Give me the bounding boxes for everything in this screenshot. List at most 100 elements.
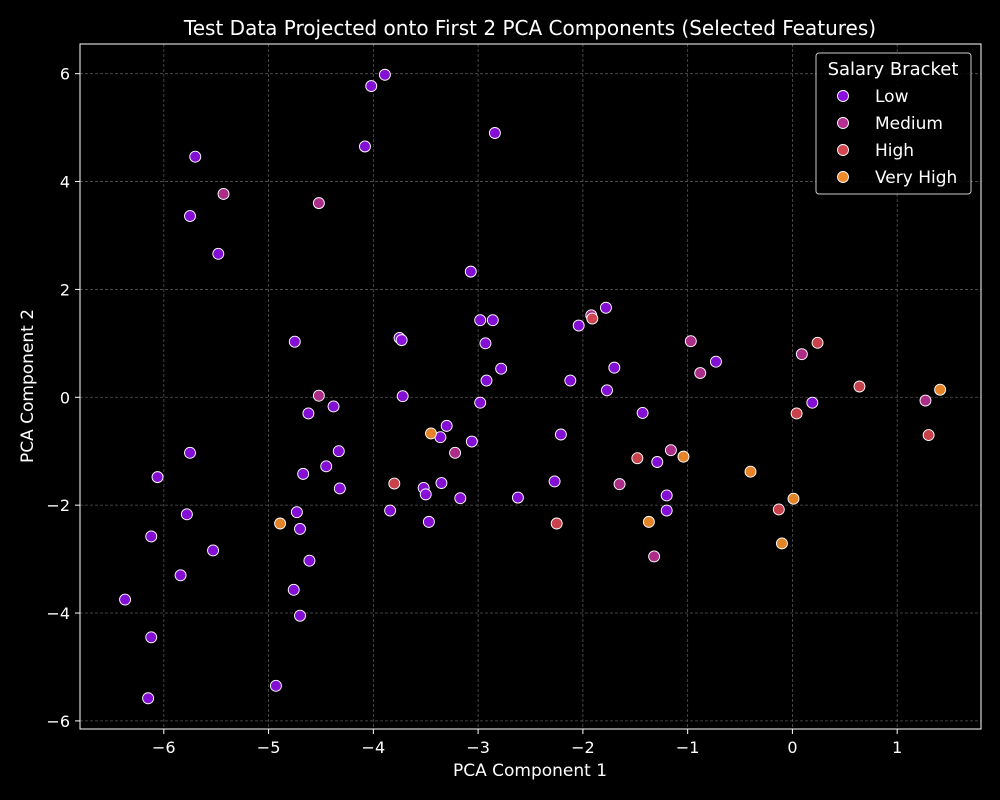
legend-marker <box>837 90 849 102</box>
data-point <box>660 504 673 517</box>
data-point <box>694 367 707 379</box>
grid-lines <box>80 44 981 729</box>
data-point <box>511 491 524 504</box>
data-point <box>180 508 193 521</box>
data-point <box>294 609 306 622</box>
plot-frame <box>79 43 982 730</box>
legend-items: Low Medium High Very High <box>837 87 957 188</box>
data-point <box>287 583 300 596</box>
data-point <box>684 335 697 348</box>
data-point <box>601 384 613 397</box>
data-point <box>151 471 164 484</box>
data-point <box>474 396 487 409</box>
legend: Salary Bracket Low Medium High Very High <box>815 52 972 195</box>
data-point <box>480 374 493 387</box>
data-point <box>660 489 673 502</box>
data-point <box>269 679 282 692</box>
legend-label: Very High <box>875 168 957 188</box>
data-point <box>790 407 803 420</box>
legend-label: High <box>875 141 914 161</box>
data-point <box>474 314 487 327</box>
data-point <box>613 478 626 491</box>
data-point <box>642 515 655 528</box>
data-point <box>465 435 478 448</box>
x-axis-label: PCA Component 1 <box>453 761 607 781</box>
y-tick-label: −6 <box>46 712 70 731</box>
data-point <box>572 319 585 332</box>
legend-item: Low <box>837 87 909 107</box>
x-tick-label: −4 <box>362 738 386 757</box>
y-tick-label: 0 <box>60 388 70 407</box>
data-point <box>631 452 644 465</box>
data-point <box>189 150 202 163</box>
y-tick-label: 6 <box>60 65 70 84</box>
data-point <box>288 335 301 348</box>
data-point <box>302 407 315 420</box>
legend-item: Medium <box>837 114 943 134</box>
data-point <box>145 530 158 543</box>
data-point <box>396 390 409 403</box>
legend-marker <box>837 117 849 129</box>
data-point <box>312 389 325 402</box>
data-point <box>274 517 287 530</box>
data-points <box>119 68 947 705</box>
data-point <box>608 361 621 374</box>
data-point <box>677 450 690 463</box>
x-tick-label: −3 <box>466 738 490 757</box>
data-point <box>922 429 935 441</box>
series-low <box>119 68 819 705</box>
data-point <box>709 355 722 368</box>
data-point <box>422 515 435 528</box>
legend-item: High <box>837 141 914 161</box>
data-point <box>554 428 567 441</box>
legend-item: Very High <box>837 168 957 188</box>
y-axis-ticks: −6 −4 −2 0 2 4 6 <box>46 65 80 731</box>
data-point <box>212 247 225 260</box>
data-point <box>599 301 612 314</box>
data-point <box>184 210 196 223</box>
data-point <box>772 503 785 516</box>
legend-box <box>815 52 972 195</box>
legend-label: Low <box>875 87 909 107</box>
data-point <box>425 427 437 440</box>
data-point <box>378 68 391 81</box>
data-point <box>454 492 467 505</box>
y-tick-label: −4 <box>46 604 70 623</box>
data-point <box>795 348 808 361</box>
data-point <box>586 312 599 325</box>
y-tick-label: 2 <box>60 280 70 299</box>
y-tick-label: 4 <box>60 173 70 192</box>
data-point <box>207 544 220 557</box>
data-point <box>320 460 333 473</box>
legend-label: Medium <box>875 114 943 134</box>
y-tick-label: −2 <box>46 496 70 515</box>
data-point <box>550 517 563 530</box>
data-point <box>744 465 757 478</box>
legend-title: Salary Bracket <box>828 59 959 80</box>
data-point <box>636 406 649 419</box>
data-point <box>297 467 310 480</box>
data-point <box>294 522 306 535</box>
data-point <box>435 477 448 489</box>
data-point <box>919 394 932 407</box>
data-point <box>217 187 230 200</box>
data-point <box>488 127 501 139</box>
data-point <box>495 362 508 375</box>
series-high <box>388 312 935 530</box>
data-point <box>664 444 677 457</box>
x-tick-label: −6 <box>152 738 176 757</box>
data-point <box>184 446 196 459</box>
legend-marker <box>837 144 849 156</box>
series-very-high <box>274 383 947 550</box>
data-point <box>174 569 187 582</box>
x-tick-label: −5 <box>257 738 281 757</box>
data-point <box>479 337 492 350</box>
chart-title: Test Data Projected onto First 2 PCA Com… <box>183 16 876 40</box>
data-point <box>934 383 947 396</box>
data-point <box>142 692 155 705</box>
data-point <box>359 140 371 153</box>
legend-marker <box>837 171 849 183</box>
y-axis-label: PCA Component 2 <box>18 309 38 463</box>
data-point <box>365 80 378 93</box>
